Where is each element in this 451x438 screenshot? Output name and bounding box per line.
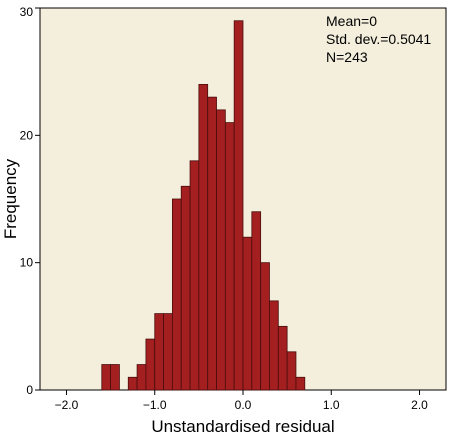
x-tick-label: −1.0 <box>143 398 167 412</box>
histogram-bar <box>198 84 209 391</box>
histogram-bar <box>260 262 270 391</box>
histogram-bar <box>233 20 244 391</box>
histogram-bar <box>145 338 156 391</box>
y-tick-label: 0 <box>26 383 33 397</box>
histogram-bars <box>101 20 306 391</box>
x-axis-ticks: −2.0 −1.0 0.0 1.0 2.0 <box>55 390 428 412</box>
y-axis-ticks: 0 10 20 30 <box>20 5 40 397</box>
histogram-bar <box>136 364 147 391</box>
y-tick-label: 30 <box>20 5 34 19</box>
histogram-bar <box>251 211 262 391</box>
histogram-bar <box>286 351 297 391</box>
y-axis-label: Frequency <box>1 158 20 239</box>
stat-mean: Mean=0 <box>326 13 377 29</box>
histogram-bar <box>295 376 306 391</box>
histogram-bar <box>224 122 235 391</box>
stat-n: N=243 <box>326 49 368 65</box>
histogram-bar <box>171 198 182 391</box>
histogram-bar <box>242 236 253 391</box>
x-tick-label: 0.0 <box>235 398 252 412</box>
histogram-bar <box>101 364 112 391</box>
histogram-bar <box>110 364 120 391</box>
histogram-bar <box>269 300 279 391</box>
histogram-bar <box>127 376 138 391</box>
y-tick-label: 20 <box>20 128 34 142</box>
x-tick-label: −2.0 <box>55 398 79 412</box>
x-axis-label: Unstandardised residual <box>151 417 334 436</box>
histogram-bar <box>163 313 173 391</box>
histogram-bar <box>154 313 164 391</box>
stat-std-dev: Std. dev.=0.5041 <box>326 31 431 47</box>
x-tick-label: 1.0 <box>323 398 340 412</box>
histogram-bar <box>207 96 217 391</box>
y-tick-label: 10 <box>20 256 34 270</box>
histogram-bar <box>277 325 288 391</box>
histogram-bar <box>216 109 226 391</box>
histogram-bar <box>180 185 191 391</box>
x-tick-label: 2.0 <box>411 398 428 412</box>
histogram-bar <box>189 160 200 391</box>
